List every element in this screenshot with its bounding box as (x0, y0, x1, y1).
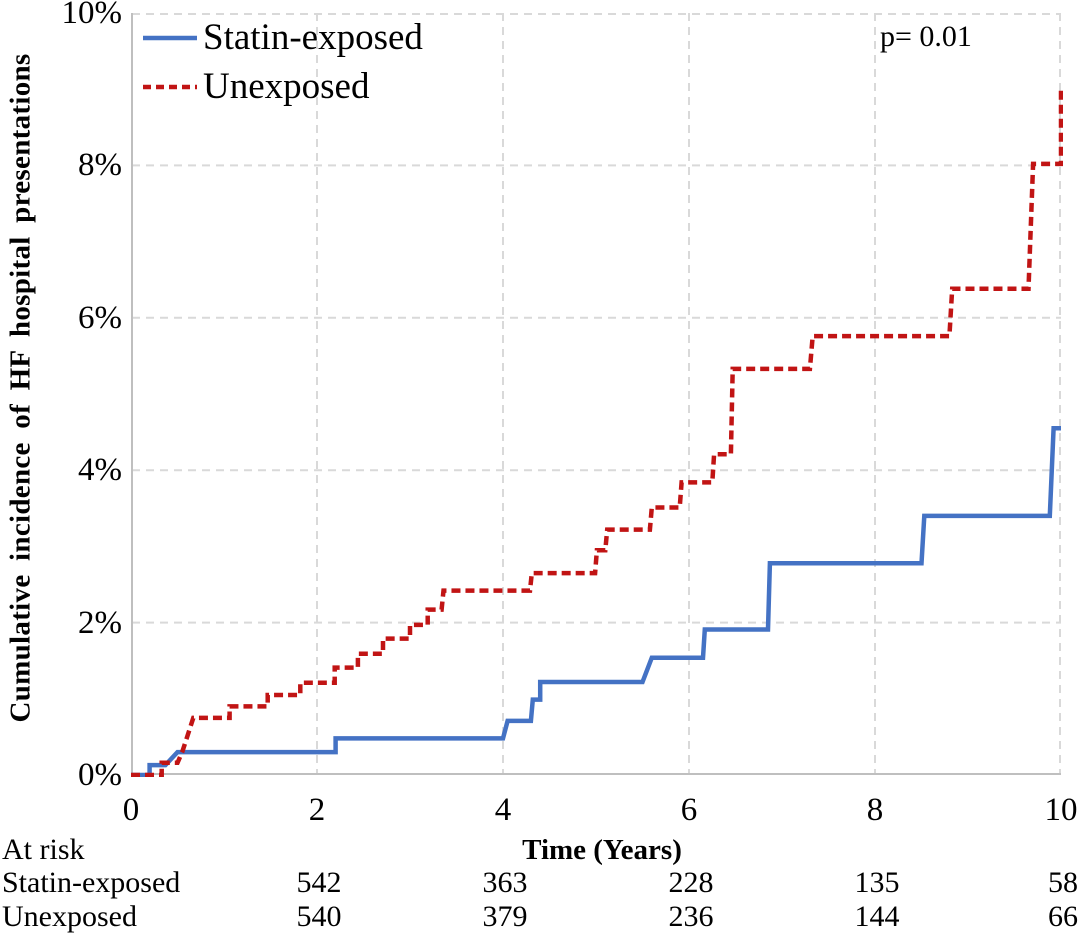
at-risk-count: 66 (1048, 900, 1078, 933)
at-risk-count: 135 (854, 866, 900, 899)
at-risk-count: 58 (1048, 866, 1078, 899)
x-tick-label: 10 (1044, 792, 1078, 828)
legend-label-statin-exposed: Statin-exposed (203, 17, 423, 58)
x-tick-label: 6 (680, 792, 698, 828)
unexposed-line-swatch (143, 84, 197, 89)
at-risk-count: 144 (854, 900, 900, 933)
legend-label-unexposed: Unexposed (203, 66, 370, 107)
x-tick-label: 0 (122, 792, 140, 828)
at-risk-count: 363 (482, 866, 528, 899)
x-tick-label: 2 (308, 792, 326, 828)
at-risk-label: At risk (2, 833, 85, 866)
x-axis-title: Time (Years) (522, 834, 682, 866)
at-risk-count: 236 (668, 900, 714, 933)
at-risk-row-label-statin-exposed: Statin-exposed (2, 866, 181, 899)
plot-area (131, 13, 1063, 777)
y-tick-label: 4% (78, 452, 122, 489)
p-value-annotation: p= 0.01 (880, 20, 972, 53)
y-tick-label: 6% (78, 299, 122, 336)
at-risk-count: 228 (668, 866, 714, 899)
curve-statin-exposed (131, 426, 1061, 777)
y-tick-label: 0% (78, 757, 122, 793)
at-risk-row-label-unexposed: Unexposed (2, 900, 137, 933)
at-risk-count: 540 (296, 900, 342, 933)
legend-item-statin-exposed: Statin-exposed (142, 13, 423, 62)
statin-exposed-line-swatch (143, 35, 197, 40)
legend-item-unexposed: Unexposed (142, 62, 423, 111)
curve-unexposed (131, 86, 1063, 777)
legend: Statin-exposed Unexposed (142, 13, 423, 111)
at-risk-count: 379 (482, 900, 528, 933)
y-tick-label: 10% (61, 0, 123, 31)
x-tick-label: 8 (866, 792, 884, 828)
x-tick-label: 4 (494, 792, 512, 828)
y-tick-label: 2% (78, 604, 122, 641)
y-tick-label: 8% (78, 147, 122, 184)
at-risk-count: 542 (296, 866, 342, 899)
